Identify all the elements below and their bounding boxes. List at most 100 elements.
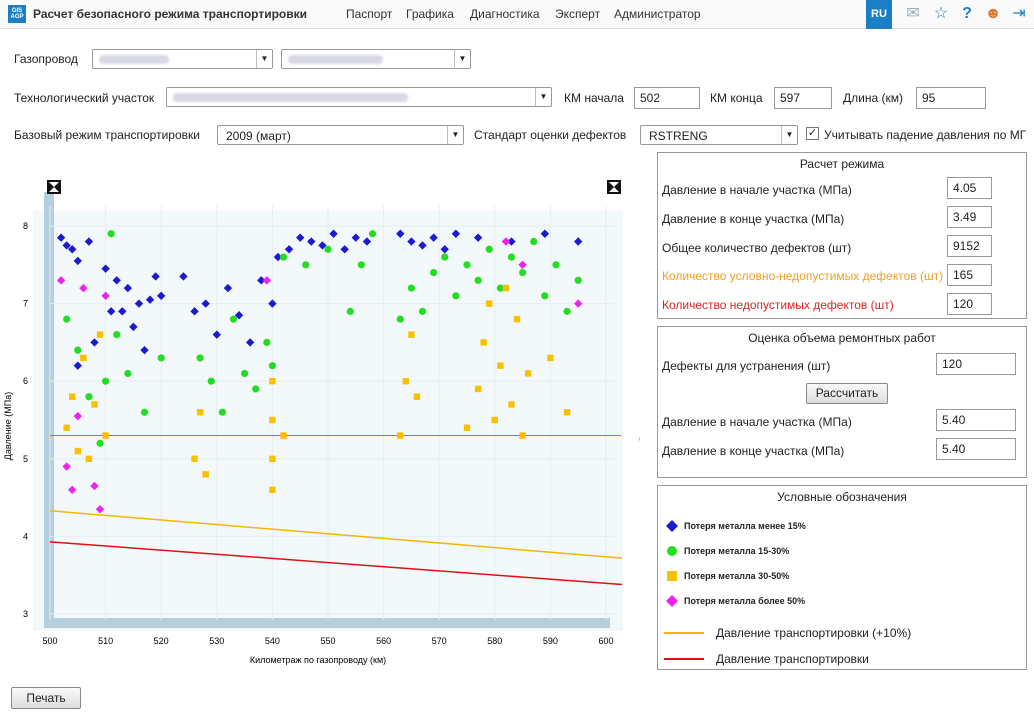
data-point-blue [440, 245, 449, 254]
data-point-yellow [413, 393, 421, 400]
y-tick-label: 6 [23, 376, 28, 386]
data-point-blue [151, 272, 160, 281]
p-start-input[interactable]: 5.40 [936, 409, 1016, 431]
range-marker-right-icon[interactable] [607, 180, 621, 194]
print-button[interactable]: Печать [11, 687, 81, 709]
data-point-blue [118, 307, 127, 316]
x-tick-label: 550 [320, 636, 335, 646]
pressure-drop-checkbox[interactable]: ✓ [806, 127, 819, 140]
defects-input[interactable]: 120 [936, 353, 1016, 375]
pressure-drop-label: Учитывать падение давления по МГ [824, 128, 1027, 142]
km-start-input[interactable]: 502 [634, 87, 700, 109]
base-mode-label: Базовый режим транспортировки [14, 128, 200, 142]
standard-select[interactable]: RSTRENG ▼ [640, 125, 798, 145]
repair-title: Оценка объема ремонтных работ [748, 331, 936, 345]
data-point-blue [418, 241, 427, 250]
data-point-yellow [547, 354, 554, 362]
data-point-green [519, 268, 527, 277]
data-point-green [107, 230, 115, 238]
blurred-value [99, 55, 169, 64]
mode-row-value[interactable]: 3.49 [947, 206, 992, 228]
blurred-value [173, 93, 408, 102]
base-mode-select[interactable]: 2009 (март) ▼ [217, 125, 464, 145]
legend-item-label: Потеря металла более 50% [684, 596, 806, 606]
data-point-blue [407, 237, 416, 246]
legend-item-label: Потеря металла менее 15% [684, 521, 806, 531]
data-point-green [74, 346, 82, 354]
user-icon[interactable]: ☻ [984, 5, 1002, 22]
data-point-magenta [95, 505, 105, 514]
km-end-label: КМ конца [710, 91, 763, 105]
pipeline-label: Газопровод [14, 52, 78, 66]
data-point-yellow [474, 385, 482, 393]
legend-item-label: Потеря металла 15-30% [684, 546, 790, 556]
nav-admin[interactable]: Администратор [614, 7, 701, 21]
logout-icon[interactable]: ⇥ [1012, 5, 1026, 22]
star-icon[interactable]: ☆ [933, 5, 949, 22]
data-point-green [541, 292, 549, 300]
data-point-magenta [262, 276, 272, 285]
mode-row-value[interactable]: 4.05 [947, 177, 992, 199]
data-point-green [207, 377, 215, 385]
y-axis-label: Давление (МПа) [3, 392, 13, 460]
legend-marker-blue-icon [666, 520, 678, 532]
data-point-green [324, 245, 332, 253]
data-point-green [302, 261, 310, 269]
data-point-blue [56, 233, 66, 242]
pressure-chart: 500 510 520 530 540 550 560 570 580 590 600345678 … [3, 180, 640, 665]
data-point-magenta [574, 299, 583, 308]
nav-graphics[interactable]: Графика [406, 7, 454, 21]
base-mode-value: 2009 (март) [226, 129, 291, 143]
data-point-yellow [563, 409, 571, 416]
data-point-green [96, 439, 104, 447]
data-point-yellow [519, 432, 526, 439]
mail-icon[interactable]: ✉ [906, 5, 920, 22]
data-point-blue [318, 241, 327, 250]
language-button[interactable]: RU [866, 0, 892, 29]
data-point-magenta [56, 276, 66, 285]
app-title: Расчет безопасного режима транспортировк… [33, 7, 308, 21]
mode-row-value[interactable]: 9152 [947, 235, 992, 257]
data-point-green [346, 307, 354, 315]
range-marker-left-icon[interactable] [47, 180, 61, 194]
p-start-label: Давление в начале участка (МПа) [662, 415, 852, 429]
section-select[interactable]: ▼ [166, 87, 552, 107]
standard-label: Стандарт оценки дефектов [474, 128, 627, 142]
data-point-blue [123, 283, 133, 293]
mode-row-value[interactable]: 165 [947, 264, 992, 286]
legend-marker-magenta-icon [666, 595, 678, 607]
data-point-yellow [502, 284, 510, 292]
legend-title: Условные обозначения [777, 490, 907, 504]
chevron-down-icon: ▼ [454, 50, 470, 68]
data-point-yellow [202, 471, 209, 478]
data-point-blue [179, 272, 188, 281]
nav-passport[interactable]: Паспорт [346, 7, 393, 21]
nav-diagnostics[interactable]: Диагностика [470, 7, 540, 21]
data-point-magenta [79, 283, 88, 293]
legend-item-label: Потеря металла 30-50% [684, 571, 790, 581]
length-input[interactable]: 95 [916, 87, 986, 109]
data-point-green [157, 354, 165, 362]
data-point-yellow [463, 424, 471, 431]
data-point-green [430, 268, 438, 277]
km-end-input[interactable]: 597 [774, 87, 832, 109]
help-icon[interactable]: ? [962, 5, 972, 22]
pipeline-sub-select[interactable]: ▼ [281, 49, 471, 69]
nav-expert[interactable]: Эксперт [555, 7, 601, 21]
x-tick-label: 540 [265, 636, 280, 646]
y-tick-label: 7 [23, 299, 28, 309]
data-point-blue [129, 322, 138, 332]
data-point-blue [223, 283, 233, 293]
mode-row-label: Давление в начале участка (МПа) [662, 183, 852, 197]
mode-row-value[interactable]: 120 [947, 293, 992, 315]
pipeline-select[interactable]: ▼ [92, 49, 273, 69]
data-point-yellow [269, 455, 276, 462]
data-point-blue [145, 295, 155, 304]
calculate-button[interactable]: Рассчитать [806, 383, 888, 404]
data-point-blue [140, 345, 149, 355]
data-point-green [407, 284, 415, 292]
p-end-input[interactable]: 5.40 [936, 438, 1016, 460]
mode-row-label: Общее количество дефектов (шт) [662, 241, 852, 255]
data-point-blue [540, 229, 550, 238]
data-point-yellow [513, 315, 521, 323]
